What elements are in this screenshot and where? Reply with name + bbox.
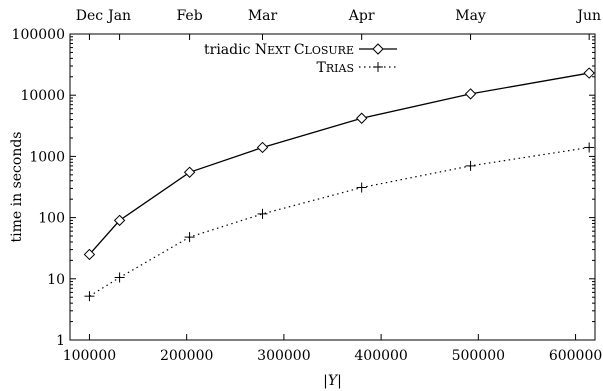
diamond-marker <box>256 141 269 154</box>
legend: triadic NEXT CLOSURE TRIAS <box>204 42 397 76</box>
y-tick-label: 1 <box>56 333 65 349</box>
diamond-marker <box>83 248 96 261</box>
top-tick-label: Mar <box>248 8 278 24</box>
data-point <box>257 208 268 219</box>
data-point <box>583 67 595 79</box>
top-tick-label: May <box>455 8 486 24</box>
y-tick-label: 100 <box>38 211 65 227</box>
data-point <box>465 160 476 171</box>
top-tick-label: Jan <box>106 8 131 24</box>
data-point <box>256 141 269 154</box>
data-point <box>355 112 368 124</box>
data-point <box>584 142 595 153</box>
data-point <box>183 166 196 178</box>
data-point <box>356 182 367 193</box>
plus-marker <box>257 208 268 219</box>
y-tick-label: 100000 <box>12 27 65 43</box>
y-axis-label: time in seconds <box>9 132 25 243</box>
x-tick-label: 200000 <box>160 348 213 364</box>
ticks-group: 100000 200000 300000 400000 500000 600000 1 10 1… <box>12 8 603 389</box>
x-tick-label: 500000 <box>452 348 505 364</box>
legend-label: TRIAS <box>317 60 354 76</box>
x-tick-label: 100000 <box>63 348 116 364</box>
series-group <box>83 67 595 302</box>
diamond-marker <box>183 166 196 178</box>
x-tick-label: 400000 <box>354 348 407 364</box>
data-point <box>113 214 126 227</box>
diamond-marker <box>464 88 477 100</box>
data-point <box>184 232 195 243</box>
data-point <box>83 248 96 261</box>
legend-label: triadic NEXT CLOSURE <box>204 42 354 58</box>
plus-marker <box>584 142 595 153</box>
plus-marker <box>114 272 125 283</box>
plus-marker <box>373 62 383 72</box>
diamond-marker <box>113 214 126 227</box>
series-2 <box>84 142 595 302</box>
diamond-marker <box>355 112 368 124</box>
series-line <box>88 72 590 255</box>
top-tick-label: Apr <box>348 8 375 24</box>
top-tick-label: Feb <box>176 8 202 24</box>
plot-frame-group <box>69 33 596 341</box>
series-line <box>89 146 590 297</box>
plus-marker <box>465 160 476 171</box>
top-tick-label: Dec <box>76 8 104 24</box>
data-point <box>84 291 95 302</box>
y-tick-label: 10 <box>47 272 65 288</box>
x-axis-label: |Y| <box>323 373 342 389</box>
data-point <box>114 272 125 283</box>
data-point <box>464 88 477 100</box>
diamond-marker <box>372 43 384 55</box>
y-tick-label: 10000 <box>20 88 65 104</box>
plus-marker <box>356 182 367 193</box>
plus-marker <box>184 232 195 243</box>
y-tick-label: 1000 <box>29 149 65 165</box>
top-tick-label: Jun <box>575 8 601 24</box>
plus-marker <box>84 291 95 302</box>
plot-frame <box>69 33 596 341</box>
x-tick-label: 600000 <box>549 348 602 364</box>
series-1 <box>83 67 595 261</box>
x-tick-label: 300000 <box>257 348 310 364</box>
diamond-marker <box>583 67 595 79</box>
